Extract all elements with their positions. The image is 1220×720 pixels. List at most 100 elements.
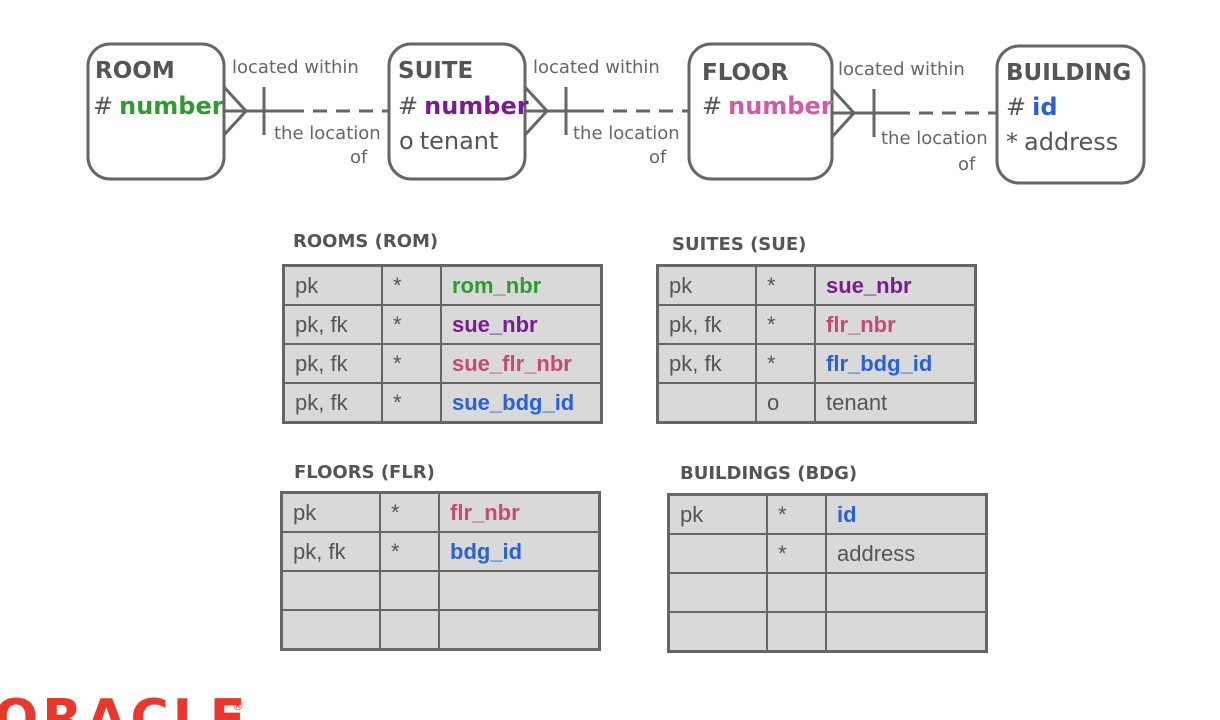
key-type-cell <box>280 609 381 651</box>
entity-attr-row: * address <box>1006 128 1118 156</box>
entity-attr-row: # number <box>398 92 529 120</box>
relationship-room-suite[interactable] <box>222 85 389 137</box>
column-name-cell: sue_bdg_id <box>440 382 603 424</box>
entity-title-building: BUILDING <box>1006 60 1131 86</box>
optionality-cell: * <box>755 343 816 384</box>
table-row: pk * sue_nbr <box>656 264 977 306</box>
relationship-label: the location <box>881 128 988 149</box>
attr-name: number <box>119 92 224 120</box>
table-title-buildings: BUILDINGS (BDG) <box>680 463 858 484</box>
table-row: pk * rom_nbr <box>282 264 603 306</box>
table-rooms: pk * rom_nbr pk, fk * sue_nbr pk, fk * sue_flr_n… <box>282 264 603 424</box>
column-name-cell: sue_flr_nbr <box>440 343 603 384</box>
column-name-cell: flr_bdg_id <box>814 343 977 384</box>
attr-symbol: # <box>1006 93 1026 121</box>
table-row <box>280 570 601 611</box>
column-name-cell: address <box>825 533 988 574</box>
attr-name: tenant <box>420 127 499 155</box>
key-type-cell: pk <box>667 493 768 535</box>
relationship-label: located within <box>232 57 359 78</box>
optionality-cell <box>766 572 827 613</box>
table-row <box>667 572 988 613</box>
key-type-cell: pk, fk <box>280 531 381 572</box>
optionality-cell <box>379 570 440 611</box>
key-type-cell: pk, fk <box>656 343 757 384</box>
column-name-cell <box>438 570 601 611</box>
entity-attr-row: # number <box>93 92 224 120</box>
table-row: pk, fk * sue_nbr <box>282 304 603 345</box>
column-name-cell: rom_nbr <box>440 264 603 306</box>
optionality-cell <box>766 611 827 653</box>
attr-symbol: # <box>702 92 722 120</box>
crows-foot-icon <box>222 85 249 137</box>
table-floors: pk * flr_nbr pk, fk * bdg_id <box>280 491 601 651</box>
table-row: * address <box>667 533 988 574</box>
optionality-cell: * <box>766 533 827 574</box>
attr-name: number <box>728 92 833 120</box>
optionality-cell: * <box>381 382 442 424</box>
key-type-cell: pk, fk <box>282 343 383 384</box>
optionality-cell <box>379 609 440 651</box>
entity-title-suite: SUITE <box>398 58 473 84</box>
key-type-cell: pk <box>280 491 381 533</box>
table-row: pk, fk * flr_nbr <box>656 304 977 345</box>
key-type-cell <box>280 570 381 611</box>
column-name-cell: sue_nbr <box>814 264 977 306</box>
relationship-label: the location <box>274 123 381 144</box>
key-type-cell <box>667 611 768 653</box>
table-row <box>280 609 601 651</box>
table-row: pk, fk * flr_bdg_id <box>656 343 977 384</box>
attr-name: number <box>424 92 529 120</box>
column-name-cell: flr_nbr <box>814 304 977 345</box>
entity-attr-row: # number <box>702 92 833 120</box>
table-row: pk * id <box>667 493 988 535</box>
attr-name: address <box>1024 128 1118 156</box>
oracle-logo-text: ORACLE <box>0 690 249 720</box>
registered-mark-icon: ® <box>232 699 244 713</box>
column-name-cell: sue_nbr <box>440 304 603 345</box>
attr-symbol: o <box>399 127 414 155</box>
column-name-cell <box>825 611 988 653</box>
crows-foot-icon <box>523 85 550 137</box>
optionality-cell: o <box>755 382 816 424</box>
key-type-cell: pk, fk <box>282 382 383 424</box>
column-name-cell: tenant <box>814 382 977 424</box>
column-name-cell: flr_nbr <box>438 491 601 533</box>
attr-symbol: * <box>1006 128 1018 156</box>
table-title-rooms: ROOMS (ROM) <box>293 231 439 252</box>
relationship-label: of <box>350 147 368 168</box>
key-type-cell <box>667 572 768 613</box>
relationship-suite-floor[interactable] <box>523 85 689 137</box>
entity-title-room: ROOM <box>95 58 175 84</box>
table-row: pk, fk * sue_bdg_id <box>282 382 603 424</box>
table-row: pk, fk * bdg_id <box>280 531 601 572</box>
oracle-logo: ORACLE ® <box>0 690 249 720</box>
key-type-cell: pk, fk <box>282 304 383 345</box>
optionality-cell: * <box>755 304 816 345</box>
attr-symbol: # <box>398 92 418 120</box>
relationship-label: located within <box>838 59 965 80</box>
relationship-label: the location <box>573 123 680 144</box>
optionality-cell: * <box>379 491 440 533</box>
relationship-label: of <box>958 154 976 175</box>
entity-title-floor: FLOOR <box>702 60 789 86</box>
attr-name: id <box>1032 93 1057 121</box>
entity-attr-row: # id <box>1006 93 1058 121</box>
key-type-cell: pk <box>656 264 757 306</box>
optionality-cell: * <box>381 304 442 345</box>
optionality-cell: * <box>766 493 827 535</box>
table-suites: pk * sue_nbr pk, fk * flr_nbr pk, fk * flr_bdg_i… <box>656 264 977 424</box>
optionality-cell: * <box>379 531 440 572</box>
table-row: pk, fk * sue_flr_nbr <box>282 343 603 384</box>
table-row: pk * flr_nbr <box>280 491 601 533</box>
column-name-cell: id <box>825 493 988 535</box>
table-row: o tenant <box>656 382 977 424</box>
key-type-cell: pk <box>282 264 383 306</box>
crows-foot-icon <box>830 87 857 139</box>
column-name-cell: bdg_id <box>438 531 601 572</box>
relationship-floor-building[interactable] <box>830 87 997 139</box>
table-row <box>667 611 988 653</box>
key-type-cell <box>667 533 768 574</box>
attr-symbol: # <box>93 92 113 120</box>
